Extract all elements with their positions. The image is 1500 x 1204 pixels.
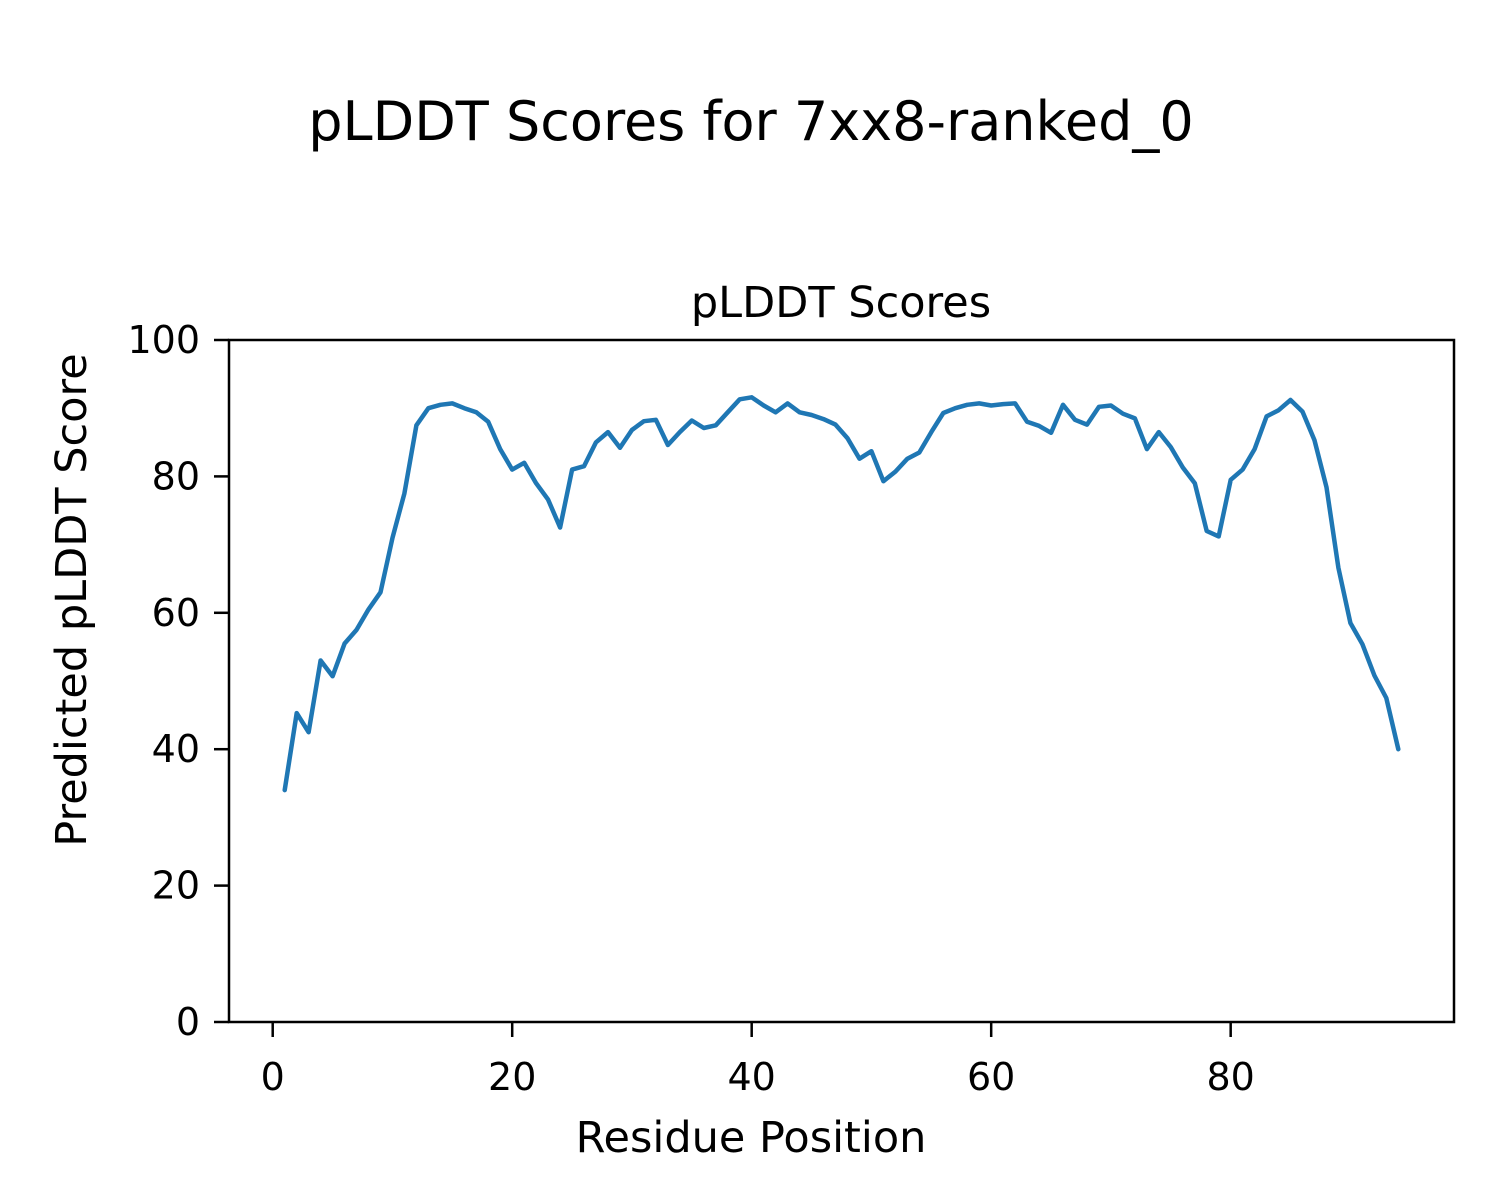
- plot-area: [227, 338, 1456, 1024]
- y-tick-label: 100: [127, 318, 200, 362]
- x-tick-label: 20: [488, 1055, 536, 1099]
- y-tick-label: 0: [176, 1000, 200, 1044]
- chart-title: pLDDT Scores: [691, 278, 991, 328]
- x-axis-label: Residue Position: [576, 1113, 927, 1163]
- x-tick-label: 40: [728, 1055, 776, 1099]
- y-tick-label: 40: [152, 727, 200, 771]
- y-tick-label: 60: [152, 591, 200, 635]
- y-tick-label: 80: [152, 454, 200, 498]
- x-axis-ticks: 0 20 40 60 80: [261, 1022, 1255, 1099]
- x-tick-label: 60: [967, 1055, 1015, 1099]
- x-tick-label: 0: [261, 1055, 285, 1099]
- plddt-line-series: [282, 395, 1401, 793]
- x-tick-label: 80: [1206, 1055, 1254, 1099]
- y-tick-label: 20: [152, 864, 200, 908]
- y-axis-ticks: 0 20 40 60 80 100: [127, 318, 229, 1044]
- figure-suptitle: pLDDT Scores for 7xx8-ranked_0: [308, 90, 1193, 153]
- y-axis-label: Predicted pLDDT Score: [47, 353, 97, 846]
